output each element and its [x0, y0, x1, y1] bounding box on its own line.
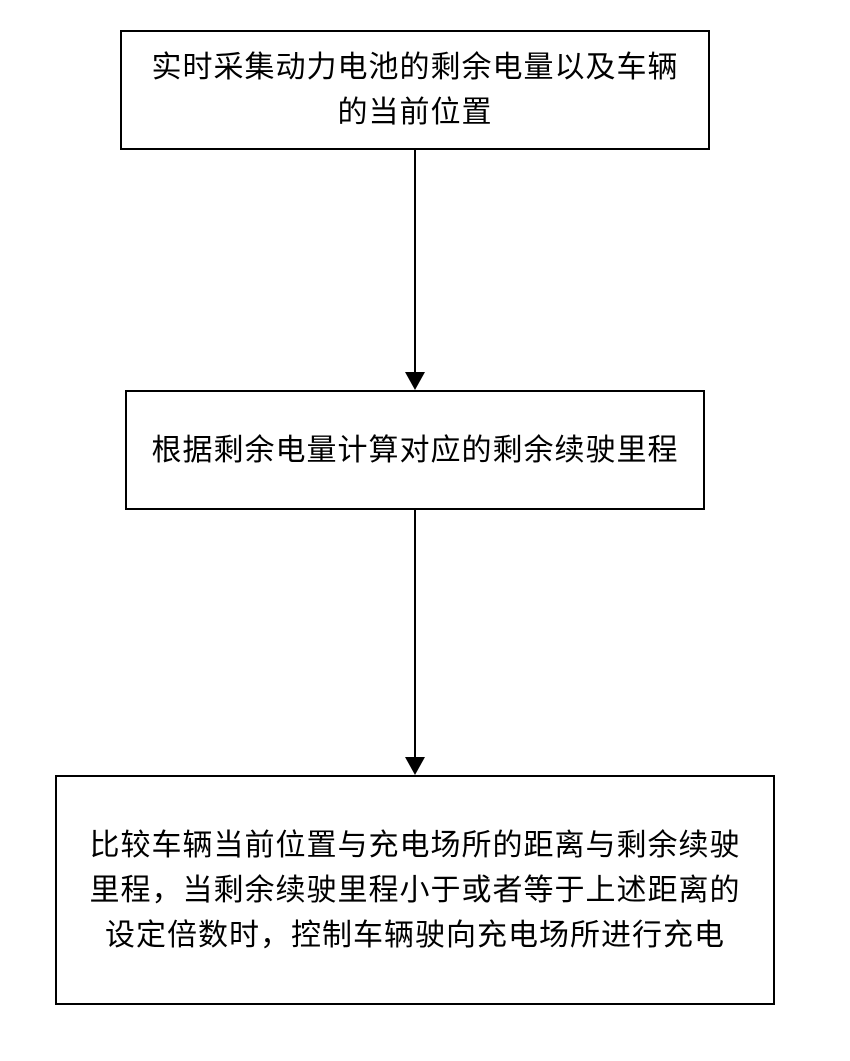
flowchart-step-2: 根据剩余电量计算对应的剩余续驶里程: [125, 390, 705, 510]
step-2-text: 根据剩余电量计算对应的剩余续驶里程: [152, 428, 679, 473]
arrow-line: [414, 510, 416, 757]
arrow-line: [414, 150, 416, 372]
arrow-2-to-3: [405, 510, 425, 775]
step-3-text: 比较车辆当前位置与充电场所的距离与剩余续驶里程，当剩余续驶里程小于或者等于上述距…: [77, 823, 753, 958]
flowchart-step-3: 比较车辆当前位置与充电场所的距离与剩余续驶里程，当剩余续驶里程小于或者等于上述距…: [55, 775, 775, 1005]
flowchart-container: 实时采集动力电池的剩余电量以及车辆的当前位置 根据剩余电量计算对应的剩余续驶里程…: [0, 0, 850, 1061]
flowchart-step-1: 实时采集动力电池的剩余电量以及车辆的当前位置: [120, 30, 710, 150]
step-1-text: 实时采集动力电池的剩余电量以及车辆的当前位置: [142, 45, 688, 135]
arrow-1-to-2: [405, 150, 425, 390]
arrow-head: [405, 372, 425, 390]
arrow-head: [405, 757, 425, 775]
